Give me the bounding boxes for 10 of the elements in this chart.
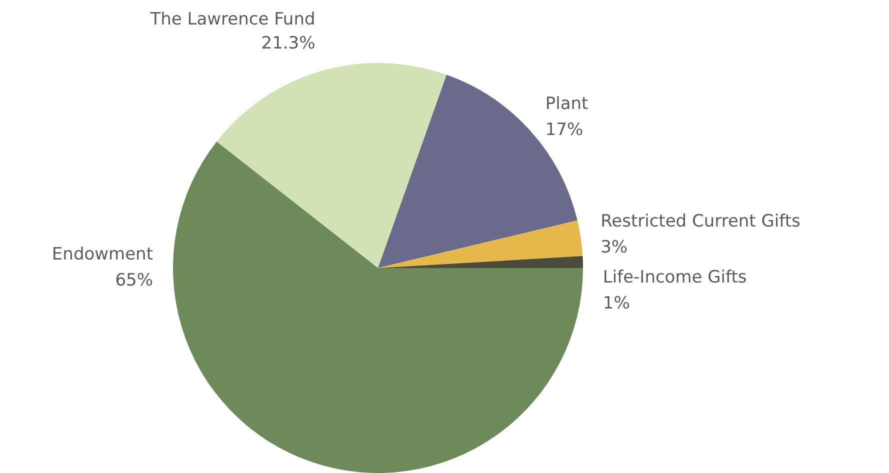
slice-label: Endowment	[52, 244, 154, 264]
slice-label: Restricted Current Gifts	[600, 212, 801, 232]
slice-label: Life-Income Gifts	[602, 268, 747, 288]
data-label: 65%	[115, 270, 153, 290]
data-label: 21.3%	[261, 33, 316, 54]
slice-label: Plant	[545, 94, 589, 114]
slice-label: The Lawrence Fund	[149, 9, 316, 30]
data-label: 3%	[600, 238, 628, 258]
data-label: 1%	[602, 294, 630, 314]
data-label: 17%	[545, 120, 584, 140]
